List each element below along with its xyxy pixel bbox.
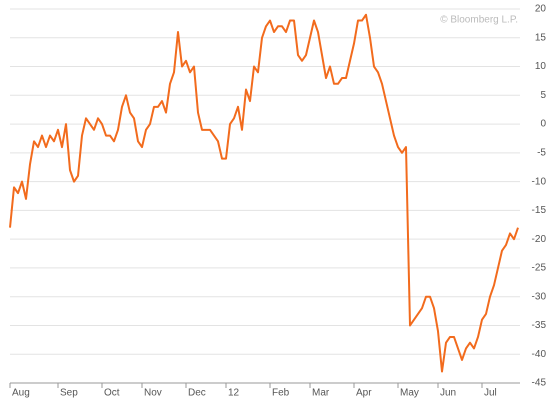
x-tick-label: Apr: [356, 388, 372, 399]
x-tick-label: May: [400, 388, 419, 399]
watermark: © Bloomberg L.P.: [440, 15, 518, 26]
y-tick-label: -45: [532, 378, 547, 389]
y-tick-label: -5: [537, 147, 546, 158]
x-tick-label: Nov: [144, 388, 162, 399]
x-tick-label: Feb: [272, 388, 290, 399]
x-tick-label: Sep: [60, 388, 78, 399]
line: [9, 13, 519, 373]
y-tick-label: 15: [535, 32, 547, 43]
y-tick-label: -30: [532, 291, 547, 302]
x-tick-label: Jun: [440, 388, 456, 399]
y-tick-label: -20: [532, 234, 547, 245]
y-tick-label: -25: [532, 263, 547, 274]
x-tick-label: Aug: [12, 388, 30, 399]
x-tick-label: 12: [228, 388, 240, 399]
y-tick-label: 0: [540, 119, 546, 130]
y-tick-label: -15: [532, 205, 547, 216]
y-tick-label: 10: [535, 61, 547, 72]
x-tick-label: Jul: [484, 388, 497, 399]
x-tick-label: Oct: [104, 388, 120, 399]
y-tick-label: -35: [532, 320, 547, 331]
x-tick-label: Dec: [188, 388, 206, 399]
y-tick-label: -10: [532, 176, 547, 187]
y-tick-label: -40: [532, 349, 547, 360]
y-tick-label: 5: [540, 90, 546, 101]
y-tick-label: 20: [535, 4, 547, 15]
x-tick-label: Mar: [312, 388, 330, 399]
